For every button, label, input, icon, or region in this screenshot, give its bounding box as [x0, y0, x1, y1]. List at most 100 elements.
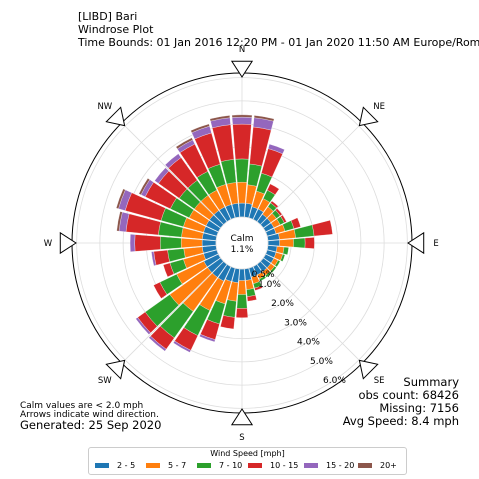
windrose-wedge: [163, 262, 175, 278]
windrose-wedge: [254, 285, 263, 291]
windrose-wedge: [138, 178, 150, 196]
windrose-wedge: [164, 153, 182, 169]
windrose-wedge: [246, 294, 257, 302]
windrose-wedge: [135, 317, 151, 335]
direction-arrow-n: [230, 60, 254, 78]
windrose-wedge: [181, 238, 203, 248]
windrose-wedge: [304, 237, 315, 249]
windrose-wedge: [220, 315, 235, 330]
legend-swatch: [146, 463, 160, 468]
summary-title: Summary: [403, 375, 459, 389]
windrose-wedge: [235, 308, 249, 318]
grid-spoke: [121, 242, 243, 364]
windrose-wedge: [279, 238, 294, 248]
windrose-wedge: [231, 116, 253, 125]
windrose-wedge: [293, 237, 306, 249]
radial-tick-label: 0.5%: [252, 270, 275, 280]
windrose-wedge: [160, 236, 182, 250]
windrose-wedge: [266, 183, 280, 195]
windrose-wedge: [275, 208, 283, 216]
grid-ring: [99, 100, 385, 386]
radial-tick-label: 1.0%: [258, 280, 281, 290]
windrose-wedge: [274, 259, 281, 268]
radial-tick-label: 4.0%: [297, 338, 320, 348]
windrose-wedge: [275, 246, 285, 254]
direction-arrow-se: [358, 359, 379, 380]
summary-missing: Missing: 7156: [379, 401, 459, 415]
legend-label: 7 - 10: [219, 461, 243, 470]
calm-circle: [215, 216, 269, 270]
chart-station-title: [LIBD] Bari: [78, 10, 138, 23]
summary-avg-speed: Avg Speed: 8.4 mph: [342, 414, 459, 428]
windrose-wedge: [258, 275, 267, 282]
direction-arrow-sw: [105, 359, 126, 380]
windrose-wedge: [134, 234, 161, 252]
generated-date: Generated: 25 Sep 2020: [20, 418, 162, 432]
windrose-wedge: [236, 294, 248, 309]
direction-arrow-e: [407, 231, 425, 255]
windrose-wedge: [237, 182, 247, 204]
legend-label: 10 - 15: [270, 461, 299, 470]
direction-arrow-w: [59, 231, 77, 255]
windrose-wedge: [151, 251, 157, 266]
windrose-wedge: [231, 114, 253, 118]
grid-spoke: [121, 122, 243, 244]
legend-swatch: [358, 463, 372, 468]
windrose-wedge: [268, 143, 285, 155]
legend-item-20-plus: 20+: [358, 461, 397, 470]
direction-arrow-nw: [105, 106, 126, 127]
legend-swatch: [197, 463, 211, 468]
direction-label-s: S: [239, 433, 244, 443]
legend-swatch: [248, 463, 262, 468]
radial-tick-label: 5.0%: [310, 357, 333, 367]
arrow-note: Arrows indicate wind direction.: [20, 410, 159, 420]
legend-swatch: [304, 463, 318, 468]
windrose-wedge: [290, 217, 301, 229]
windrose-wedge: [280, 254, 286, 262]
windrose-wedge: [201, 239, 217, 247]
direction-label-e: E: [433, 239, 438, 249]
calm-value: 1.1%: [231, 245, 254, 255]
radial-tick-label: 2.0%: [271, 299, 294, 309]
summary-obs-count: obs count: 68426: [358, 388, 459, 402]
windrose-wedge: [238, 202, 246, 218]
direction-label-nw: NW: [97, 102, 112, 112]
windrose-wedge: [175, 137, 194, 150]
windrose-wedge: [270, 265, 277, 273]
chart-plot-title: Windrose Plot: [78, 23, 154, 36]
windrose-wedge: [237, 280, 247, 295]
direction-label-w: W: [44, 239, 53, 249]
windrose-wedge: [282, 246, 289, 255]
calm-label: Calm: [230, 234, 253, 244]
windrose-wedge: [209, 115, 231, 122]
windrose-wedge: [116, 211, 123, 232]
radial-tick-label: 3.0%: [284, 318, 307, 328]
direction-label-sw: SW: [98, 376, 112, 386]
windrose-wedge: [267, 239, 280, 247]
legend-label: 20+: [380, 461, 397, 470]
calm-note: Calm values are < 2.0 mph: [20, 401, 144, 411]
grid-spoke: [241, 122, 363, 244]
legend-title: Wind Speed [mph]: [210, 449, 285, 458]
chart-time-bounds: Time Bounds: 01 Jan 2016 12:20 PM - 01 J…: [78, 36, 479, 49]
legend-item-2-5: 2 - 5: [95, 461, 135, 470]
windrose-wedge: [190, 123, 210, 133]
windrose-wedge: [148, 335, 167, 352]
windrose-wedge: [153, 250, 170, 266]
legend: Wind Speed [mph] 2 - 5 5 - 7 7 - 10 10 -…: [88, 447, 407, 475]
direction-arrow-ne: [358, 106, 379, 127]
direction-label-se: SE: [374, 376, 385, 386]
legend-label: 15 - 20: [326, 461, 355, 470]
windrose-wedge: [232, 123, 252, 160]
windrose-wedge: [238, 268, 246, 281]
legend-item-15-20: 15 - 20: [304, 461, 354, 470]
legend-item-10-15: 10 - 15: [248, 461, 298, 470]
windrose-wedge: [116, 188, 126, 209]
legend-label: 5 - 7: [168, 461, 187, 470]
windrose-wedge: [311, 220, 333, 237]
windrose-wedge: [235, 158, 249, 183]
direction-arrow-s: [230, 408, 254, 426]
windrose-wedge: [173, 340, 192, 353]
windrose-wedge: [280, 214, 287, 224]
